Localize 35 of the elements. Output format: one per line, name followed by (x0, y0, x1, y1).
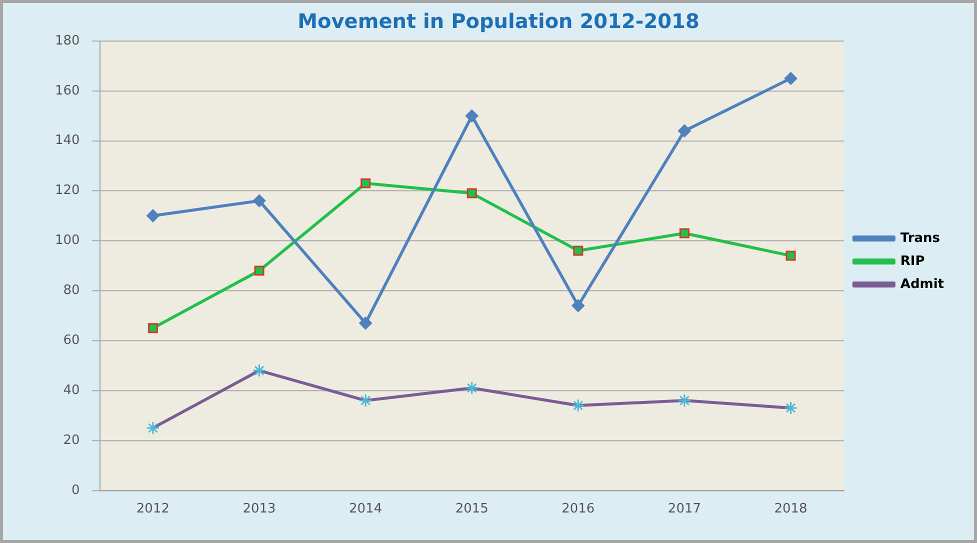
legend-label: RIP (900, 254, 925, 269)
point (786, 250, 796, 261)
x-tick-label: 2015 (455, 502, 488, 517)
point (146, 209, 160, 222)
x-tick-label: 2014 (349, 502, 382, 517)
point (359, 316, 372, 330)
x-tick-label: 2016 (562, 502, 595, 517)
x-tick-label: 2012 (136, 502, 170, 517)
point (254, 266, 264, 276)
x-tick-label: 2017 (668, 502, 702, 517)
y-tick-label: 160 (54, 83, 80, 98)
y-tick-label: 80 (63, 283, 80, 298)
legend-label: Trans (900, 230, 940, 246)
y-tick-label: 60 (63, 332, 80, 348)
chart-title: Movement in Population 2012-2018 (298, 9, 700, 34)
y-tick-label: 120 (54, 183, 80, 198)
point (679, 228, 690, 238)
point (678, 124, 691, 138)
legend-label: Admit (900, 276, 944, 292)
y-tick-label: 180 (54, 33, 80, 48)
y-tick-label: 20 (63, 432, 80, 448)
y-tick-label: 0 (72, 482, 80, 498)
point (148, 323, 158, 334)
point (466, 188, 477, 198)
x-tick-label: 2013 (242, 502, 276, 517)
point (252, 194, 266, 208)
y-tick-label: 100 (54, 233, 80, 248)
point (572, 299, 585, 312)
point (465, 109, 478, 122)
x-tick-label: 2018 (774, 502, 808, 517)
point (360, 178, 371, 188)
point (573, 246, 584, 256)
point (784, 72, 798, 85)
y-tick-label: 140 (54, 133, 80, 148)
y-tick-label: 40 (63, 382, 80, 398)
